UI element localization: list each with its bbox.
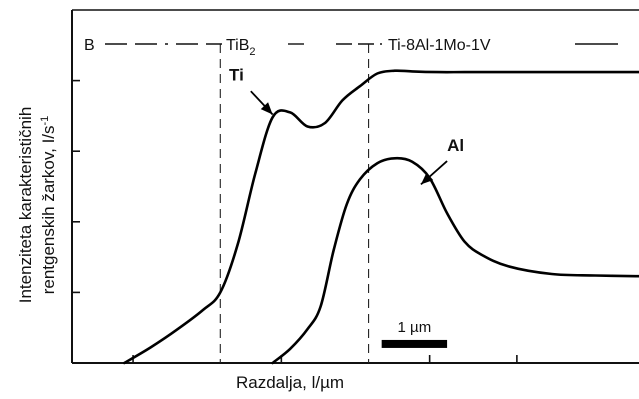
region-label-alloy: Ti-8Al-1Mo-1V xyxy=(388,37,491,54)
y-axis-label-sup: -1 xyxy=(39,116,51,126)
region-boundaries xyxy=(219,44,370,363)
series-group xyxy=(123,69,639,365)
plot-frame xyxy=(71,9,639,364)
y-axis-label-line2: rentgenskih žarkov, I/s xyxy=(39,125,58,294)
series-line-al xyxy=(271,156,639,365)
region-label-tib2: TiB2 xyxy=(226,37,256,58)
region-label-tib2-sub: 2 xyxy=(249,46,255,58)
curve-label-ti: Ti xyxy=(229,66,244,85)
y-axis-label-line1: Intenziteta karakterističnih xyxy=(16,107,35,304)
scale-bar-rect xyxy=(381,339,448,348)
curve-label-al: Al xyxy=(447,136,464,155)
y-ticks xyxy=(72,79,80,294)
x-ticks xyxy=(132,355,518,363)
arrow-head-ti xyxy=(260,102,273,115)
y-axis-label-2: rentgenskih žarkov, I/s-1 xyxy=(39,116,58,295)
arrow-head-al xyxy=(420,172,434,185)
scale-bar-label: 1 µm xyxy=(398,319,432,336)
region-label-b: B xyxy=(84,37,95,54)
y-axis-label: Intenziteta karakterističnih xyxy=(16,107,35,304)
annotations: Ti Al xyxy=(229,66,464,186)
series-line-ti xyxy=(123,69,639,365)
x-axis-label: Razdalja, l/µm xyxy=(236,373,344,392)
region-label-row: B TiB2 Ti-8Al-1Mo-1V xyxy=(84,37,618,58)
region-label-tib2-base: TiB xyxy=(226,37,249,54)
scale-bar: 1 µm xyxy=(381,319,448,348)
